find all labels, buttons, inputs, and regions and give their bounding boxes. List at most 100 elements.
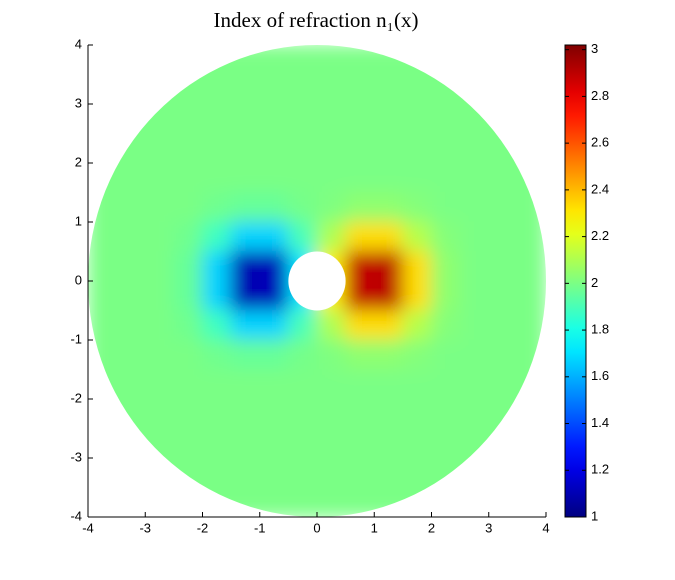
cell	[173, 162, 203, 193]
cell	[259, 398, 289, 429]
colorbar-tick-label: 2.6	[591, 135, 609, 150]
colorbar-tick-label: 1.8	[591, 322, 609, 337]
cell	[144, 103, 175, 134]
cell	[345, 428, 375, 459]
cell	[144, 457, 175, 488]
cell	[87, 369, 118, 400]
cell	[516, 428, 547, 459]
cell	[345, 310, 375, 341]
cell	[345, 74, 375, 105]
cell	[316, 428, 347, 459]
cell	[116, 221, 146, 252]
cell	[431, 310, 461, 341]
cell	[87, 221, 118, 252]
cell	[87, 457, 118, 488]
cell	[259, 44, 289, 75]
cell	[87, 192, 118, 223]
cell	[516, 133, 547, 164]
cell	[431, 339, 461, 370]
cell	[488, 162, 518, 193]
cell	[402, 428, 432, 459]
cell	[431, 74, 461, 105]
cell	[459, 457, 490, 488]
cell	[173, 487, 203, 518]
cell	[173, 398, 203, 429]
cell	[144, 398, 175, 429]
cell	[516, 162, 547, 193]
cell	[287, 103, 318, 134]
cell	[488, 457, 518, 488]
cell	[459, 103, 490, 134]
cell	[173, 74, 203, 105]
cell	[316, 221, 347, 252]
cell	[431, 103, 461, 134]
cell	[516, 280, 547, 311]
cell	[287, 221, 318, 252]
cell	[87, 398, 118, 429]
cell	[230, 457, 261, 488]
cell	[373, 457, 404, 488]
cell	[345, 192, 375, 223]
x-tick-label: -1	[254, 520, 266, 535]
cell	[230, 103, 261, 134]
cell	[373, 133, 404, 164]
cell	[373, 44, 404, 75]
cell	[287, 162, 318, 193]
cell	[259, 162, 289, 193]
cell	[402, 44, 432, 75]
cell	[202, 221, 232, 252]
y-tick-label: 2	[75, 154, 82, 169]
cell	[87, 74, 118, 105]
cell	[144, 251, 175, 282]
cell	[488, 192, 518, 223]
cell	[230, 398, 261, 429]
cell	[402, 398, 432, 429]
cell	[287, 398, 318, 429]
cell	[144, 192, 175, 223]
cell	[516, 44, 547, 75]
cell	[259, 133, 289, 164]
cell	[173, 133, 203, 164]
cell	[202, 192, 232, 223]
cell	[287, 280, 318, 311]
cell	[516, 310, 547, 341]
cell	[373, 74, 404, 105]
cell	[116, 251, 146, 282]
cell	[287, 44, 318, 75]
cell	[259, 428, 289, 459]
cell	[316, 133, 347, 164]
cell	[116, 487, 146, 518]
cell	[259, 339, 289, 370]
cell	[459, 133, 490, 164]
cell	[173, 339, 203, 370]
colorbar-tick-label: 1	[591, 508, 598, 523]
cell	[116, 44, 146, 75]
cell	[259, 310, 289, 341]
cell	[516, 103, 547, 134]
cell	[116, 103, 146, 134]
cell	[345, 398, 375, 429]
cell	[516, 251, 547, 282]
cell	[116, 310, 146, 341]
cell	[402, 251, 432, 282]
cell	[459, 428, 490, 459]
cell	[316, 192, 347, 223]
cell	[173, 44, 203, 75]
cell	[459, 192, 490, 223]
cell	[259, 251, 289, 282]
y-tick-label: -4	[70, 508, 82, 523]
colorbar-tick-label: 1.4	[591, 415, 609, 430]
cell	[459, 221, 490, 252]
cell	[202, 487, 232, 518]
cell	[373, 103, 404, 134]
cell	[431, 280, 461, 311]
x-tick-label: -2	[197, 520, 209, 535]
cell	[116, 428, 146, 459]
cell	[116, 162, 146, 193]
cell	[431, 221, 461, 252]
cell	[87, 251, 118, 282]
cell	[459, 251, 490, 282]
cell	[345, 457, 375, 488]
cell	[87, 310, 118, 341]
cell	[316, 251, 347, 282]
